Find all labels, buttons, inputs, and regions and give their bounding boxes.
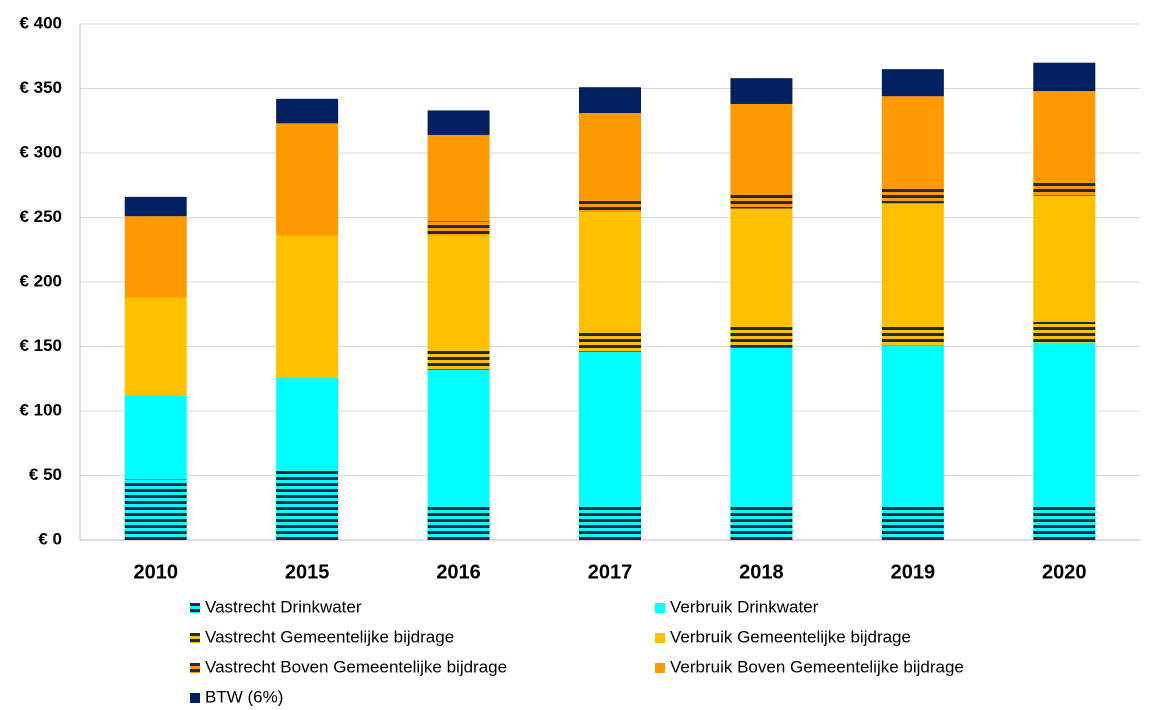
y-tick-label: € 100 xyxy=(19,400,62,419)
bar-segment xyxy=(579,351,641,507)
bar-segment xyxy=(427,369,490,507)
legend-swatch xyxy=(655,633,665,643)
legend-swatch xyxy=(190,603,200,613)
legend-swatch xyxy=(190,693,200,703)
legend-swatch xyxy=(655,663,665,673)
bar-segment xyxy=(427,235,490,350)
bar-segment xyxy=(427,349,490,370)
bar-segment xyxy=(1033,506,1096,540)
bar-segment xyxy=(730,506,793,540)
x-tick-label: 2010 xyxy=(133,561,178,583)
bar-segment xyxy=(881,345,944,507)
legend-swatch xyxy=(190,663,200,673)
bar-segment xyxy=(881,186,944,204)
x-tick-label: 2019 xyxy=(891,561,936,583)
legend-swatch xyxy=(655,603,665,613)
y-tick-label: € 400 xyxy=(19,13,62,32)
bar-segment xyxy=(276,377,339,471)
bar-segment xyxy=(1033,62,1096,92)
bar-segment xyxy=(1033,181,1096,196)
bar-segment xyxy=(579,331,641,352)
legend-label: Vastrecht Gemeentelijke bijdrage xyxy=(205,627,454,646)
bar-segment xyxy=(881,506,944,540)
x-tick-label: 2017 xyxy=(588,561,633,583)
bar-segment xyxy=(579,113,641,201)
legend-label: Vastrecht Boven Gemeentelijke bijdrage xyxy=(205,657,507,676)
legend-label: Vastrecht Drinkwater xyxy=(205,597,362,616)
bar-segment xyxy=(124,395,187,480)
bar-segment xyxy=(1033,91,1096,182)
y-tick-label: € 50 xyxy=(29,465,62,484)
y-tick-label: € 250 xyxy=(19,207,62,226)
bar-segment xyxy=(276,470,339,540)
bar-segment xyxy=(124,216,187,298)
bar-segment xyxy=(730,208,793,326)
x-tick-label: 2020 xyxy=(1042,561,1087,583)
legend-label: BTW (6%) xyxy=(205,687,283,706)
bar-segment xyxy=(1033,195,1096,322)
bar-segment xyxy=(881,96,944,187)
x-tick-label: 2018 xyxy=(739,561,784,583)
legend-label: Verbruik Drinkwater xyxy=(670,597,819,616)
bar-segment xyxy=(124,196,187,217)
y-tick-label: € 300 xyxy=(19,142,62,161)
y-tick-label: € 200 xyxy=(19,271,62,290)
bar-segment xyxy=(124,297,187,396)
bar-segment xyxy=(579,200,641,213)
x-tick-label: 2015 xyxy=(285,561,330,583)
bar-segment xyxy=(579,506,641,540)
bar-segment xyxy=(730,78,793,104)
y-tick-label: € 0 xyxy=(38,529,62,548)
bar-segment xyxy=(1033,321,1096,343)
legend-swatch xyxy=(190,633,200,643)
bar-segment xyxy=(730,192,793,209)
bar-segment xyxy=(881,203,944,326)
bar-segment xyxy=(427,134,490,222)
bar-segment xyxy=(730,325,793,348)
y-tick-label: € 350 xyxy=(19,78,62,97)
bar-segment xyxy=(276,235,339,378)
bar-segment xyxy=(579,87,641,114)
bar-segment xyxy=(276,123,339,236)
legend-label: Verbruik Gemeentelijke bijdrage xyxy=(670,627,911,646)
bar-segment xyxy=(579,212,641,332)
x-tick-label: 2016 xyxy=(436,561,481,583)
bar-segment xyxy=(881,325,944,346)
bar-segment xyxy=(881,69,944,97)
legend-label: Verbruik Boven Gemeentelijke bijdrage xyxy=(670,657,964,676)
bar-segment xyxy=(1033,342,1096,507)
y-tick-label: € 150 xyxy=(19,336,62,355)
bar-segment xyxy=(427,221,490,236)
bar-segment xyxy=(427,110,490,135)
bar-segment xyxy=(730,103,793,193)
bar-segment xyxy=(730,347,793,507)
bar-segment xyxy=(124,479,187,540)
bar-segment xyxy=(427,506,490,540)
bar-segment xyxy=(276,98,339,124)
